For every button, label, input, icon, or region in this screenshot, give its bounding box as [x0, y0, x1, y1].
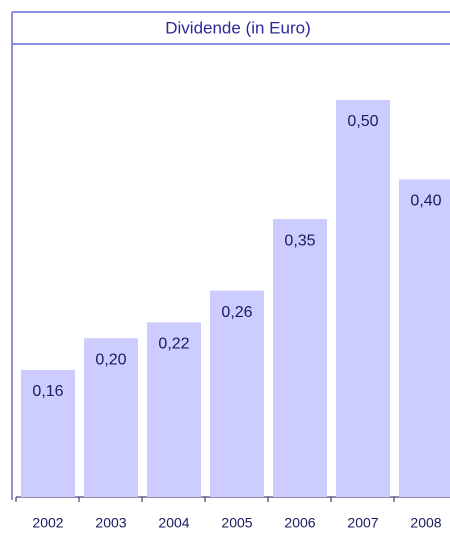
- value-label: 0,22: [158, 336, 189, 353]
- value-label: 0,16: [32, 383, 63, 400]
- bar: [399, 179, 450, 497]
- value-label: 0,50: [347, 113, 378, 130]
- bar: [21, 369, 75, 497]
- value-label: 0,20: [95, 351, 126, 368]
- x-tick-label: 2005: [221, 515, 252, 531]
- x-tick-label: 2002: [32, 515, 63, 531]
- bar: [273, 219, 327, 497]
- bar: [147, 322, 201, 497]
- bar: [84, 338, 138, 497]
- bar: [210, 290, 264, 497]
- bar: [336, 100, 390, 497]
- value-label: 0,40: [410, 193, 441, 210]
- x-tick-label: 2004: [158, 515, 189, 531]
- x-tick-label: 2006: [284, 515, 315, 531]
- value-label: 0,35: [284, 232, 315, 249]
- x-tick-label: 2003: [95, 515, 126, 531]
- chart-title: Dividende (in Euro): [165, 18, 311, 37]
- value-label: 0,26: [221, 304, 252, 321]
- x-tick-label: 2008: [410, 515, 441, 531]
- x-tick-label: 2007: [347, 515, 378, 531]
